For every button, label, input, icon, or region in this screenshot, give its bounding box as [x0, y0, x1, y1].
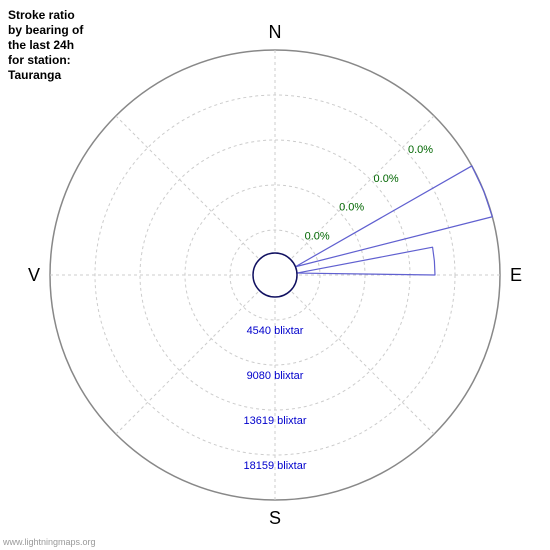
grid-spoke	[275, 275, 434, 434]
chart-container: Stroke ratio by bearing of the last 24h …	[0, 0, 550, 550]
ring-label-count: 13619 blixtar	[244, 415, 307, 427]
ring-label-percent: 0.0%	[305, 231, 330, 243]
ring-label-count: 4540 blixtar	[247, 325, 304, 337]
polar-chart: N E S V 0.0% 0.0% 0.0% 0.0% 4540 blixtar 9080 bli…	[0, 0, 550, 550]
compass-label-n: N	[269, 22, 282, 42]
ring-label-percent: 0.0%	[374, 173, 399, 185]
grid-spoke	[116, 116, 275, 275]
ring-label-count: 18159 blixtar	[244, 460, 307, 472]
inner-circle	[253, 253, 297, 297]
compass-label-w: V	[28, 265, 40, 285]
ring-label-percent: 0.0%	[408, 144, 433, 156]
attribution: www.lightningmaps.org	[3, 537, 96, 547]
compass-label-s: S	[269, 508, 281, 528]
compass-label-e: E	[510, 265, 522, 285]
ring-label-count: 9080 blixtar	[247, 370, 304, 382]
ring-label-percent: 0.0%	[339, 202, 364, 214]
grid-spoke	[116, 275, 275, 434]
